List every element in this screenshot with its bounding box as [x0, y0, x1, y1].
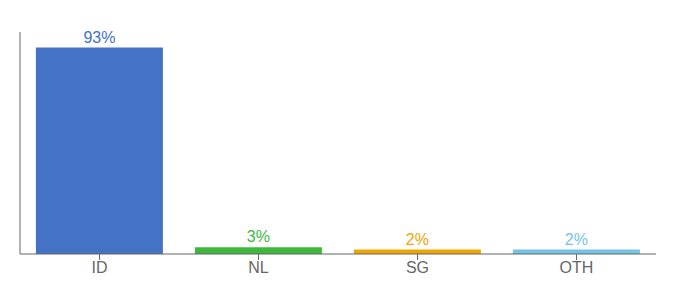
- svg-text:ID: ID: [92, 259, 108, 276]
- svg-text:OTH: OTH: [560, 259, 594, 276]
- svg-text:93%: 93%: [83, 29, 115, 46]
- svg-text:3%: 3%: [247, 228, 270, 245]
- svg-text:SG: SG: [406, 259, 429, 276]
- svg-text:2%: 2%: [565, 231, 588, 248]
- svg-text:2%: 2%: [406, 231, 429, 248]
- svg-text:NL: NL: [248, 259, 269, 276]
